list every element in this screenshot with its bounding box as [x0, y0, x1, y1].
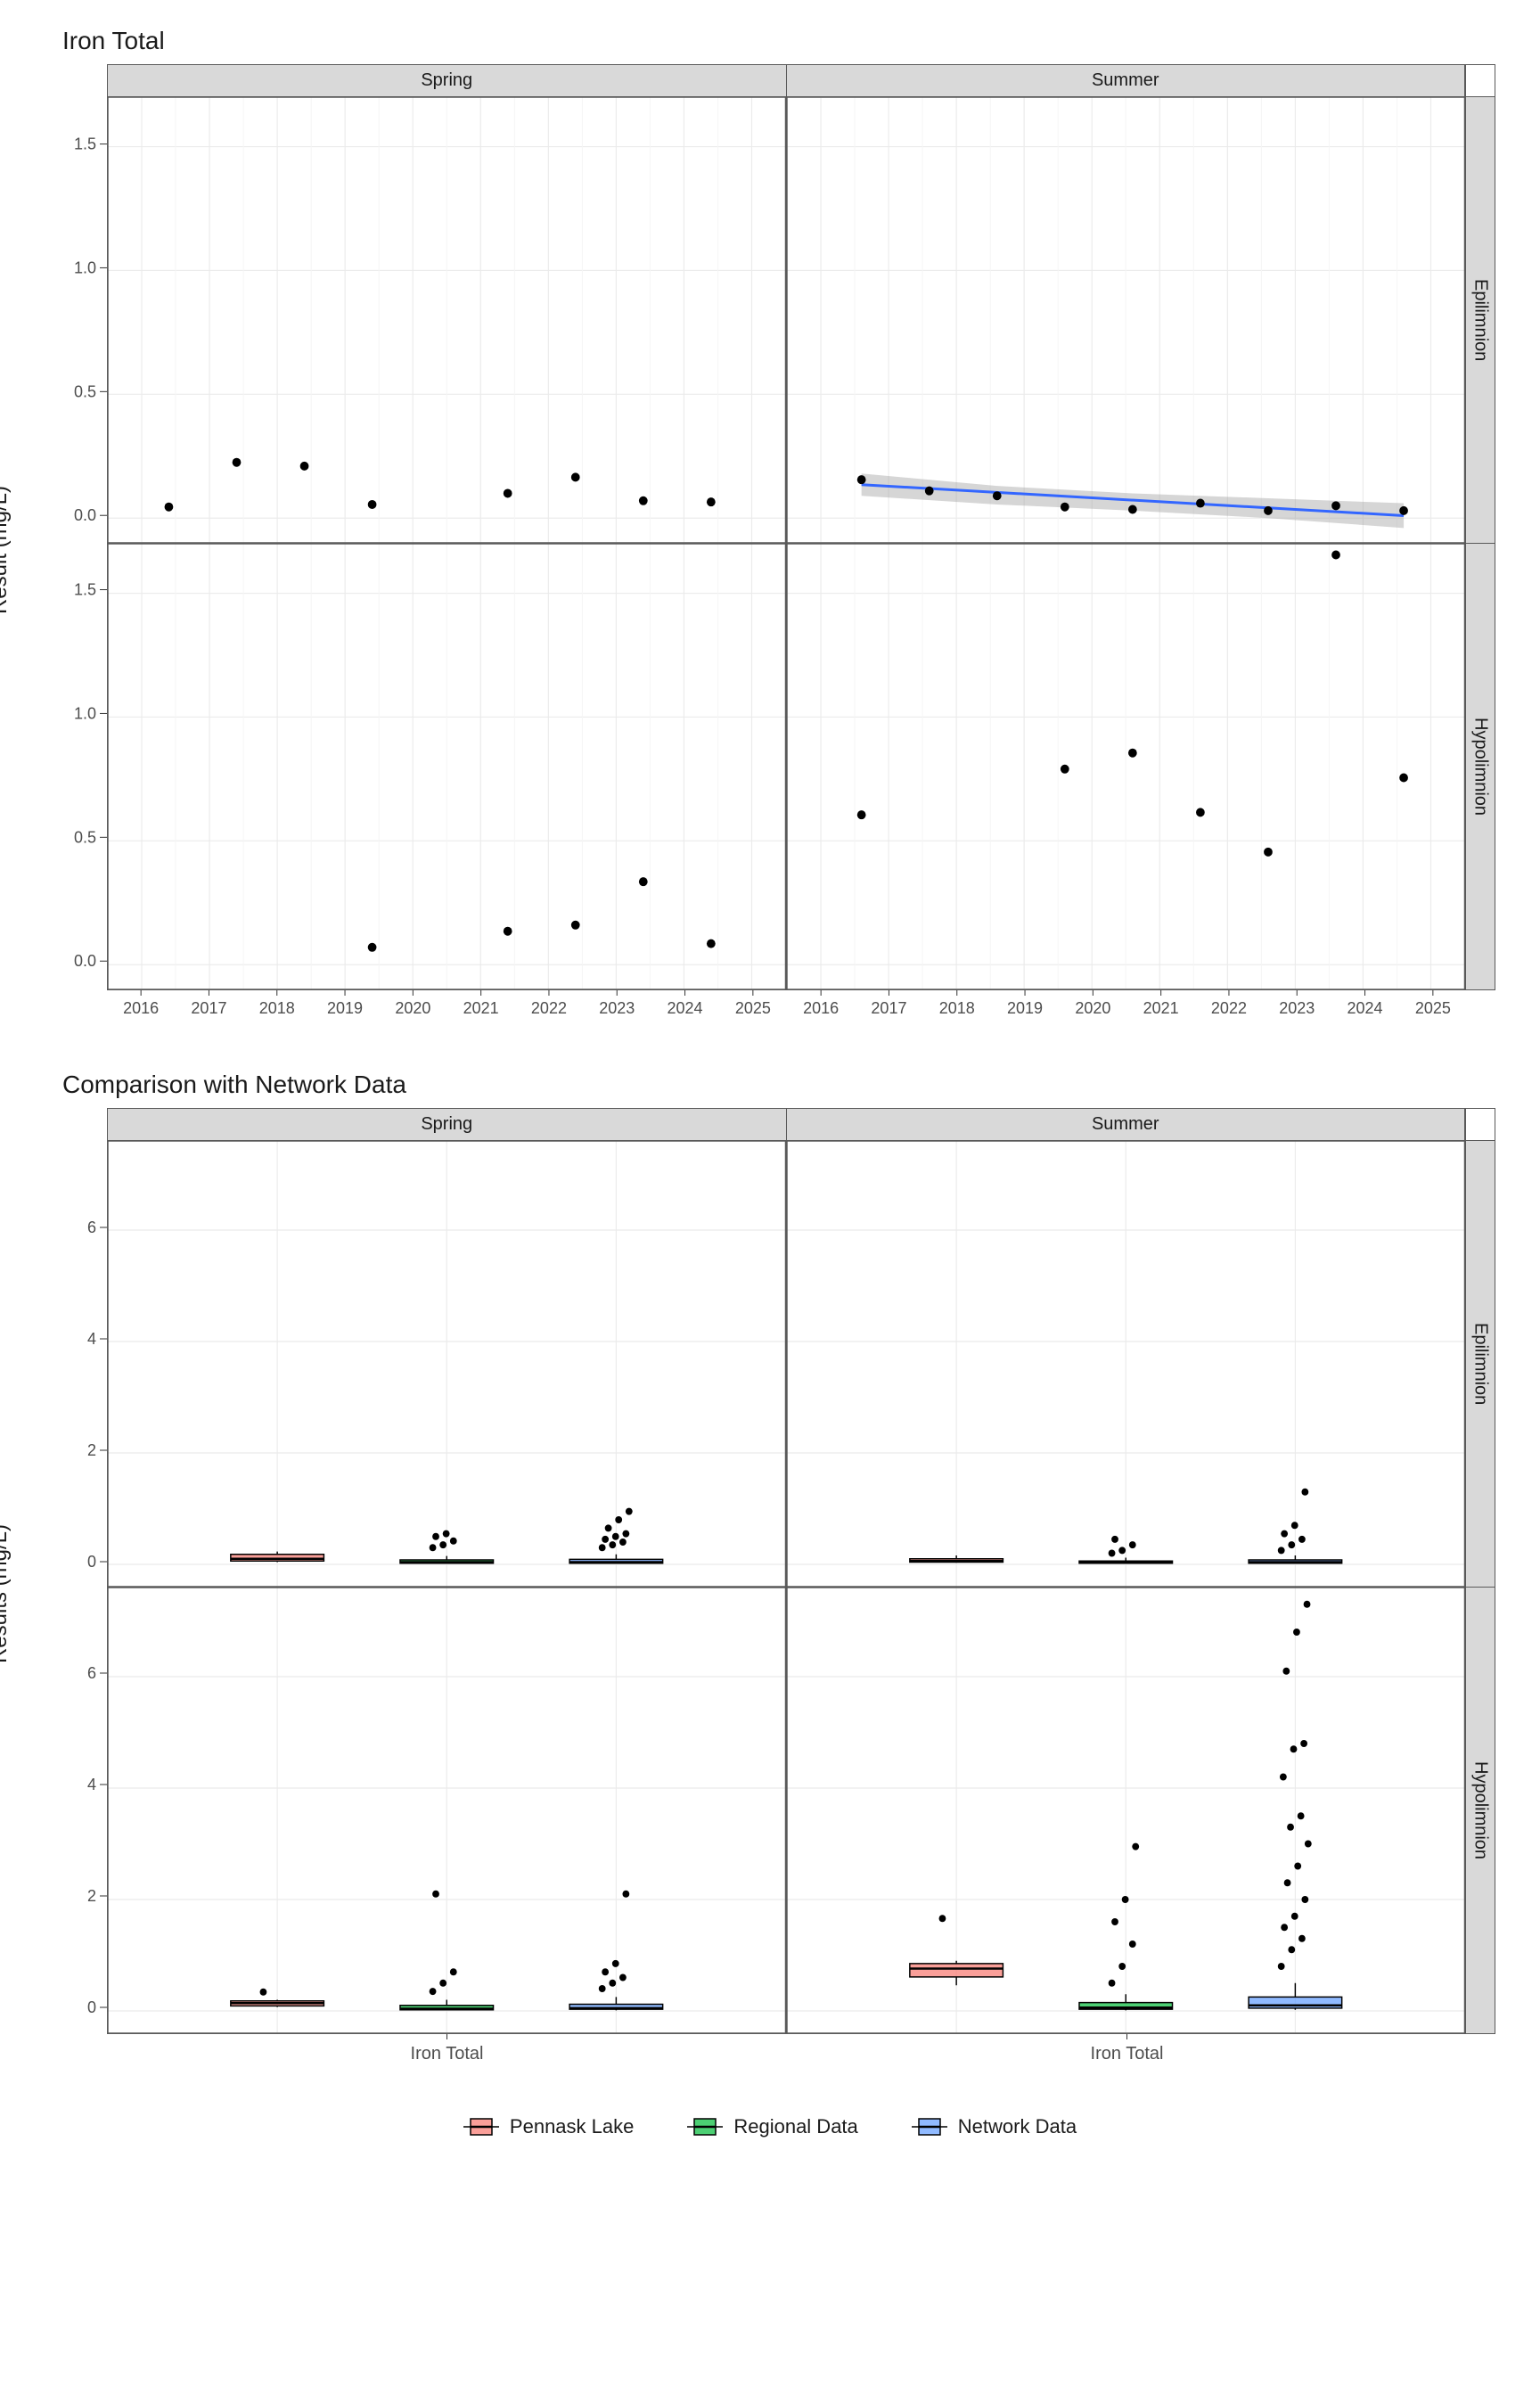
svg-text:2017: 2017 — [871, 999, 906, 1017]
svg-text:1.0: 1.0 — [74, 704, 96, 722]
svg-text:2024: 2024 — [1348, 999, 1383, 1017]
row-facet-hypo-2: Hypolimnion — [1465, 1588, 1495, 2033]
svg-text:2021: 2021 — [1143, 999, 1179, 1017]
svg-text:2021: 2021 — [463, 999, 499, 1017]
y-axis-label-scatter: Result (mg/L) — [0, 485, 12, 613]
plot1-title: Iron Total — [62, 27, 1495, 55]
svg-text:2019: 2019 — [1007, 999, 1043, 1017]
y-axis-label-box: Results (mg/L) — [0, 1523, 12, 1662]
svg-text:2025: 2025 — [735, 999, 771, 1017]
row-facet-epi: Epilimnion — [1465, 97, 1495, 543]
legend-item: Regional Data — [687, 2114, 857, 2139]
svg-text:1.0: 1.0 — [74, 258, 96, 276]
svg-text:2017: 2017 — [191, 999, 226, 1017]
svg-text:0.5: 0.5 — [74, 828, 96, 846]
svg-text:6: 6 — [87, 1664, 96, 1682]
svg-text:2022: 2022 — [531, 999, 567, 1017]
col-facet-summer: Summer — [787, 65, 1466, 96]
row-facet-epi-2: Epilimnion — [1465, 1141, 1495, 1587]
svg-text:2018: 2018 — [259, 999, 295, 1017]
svg-text:2016: 2016 — [123, 999, 159, 1017]
legend-item: Pennask Lake — [463, 2114, 634, 2139]
svg-text:2016: 2016 — [803, 999, 839, 1017]
svg-text:2019: 2019 — [327, 999, 363, 1017]
legend-label: Network Data — [958, 2115, 1077, 2138]
svg-text:2: 2 — [87, 1887, 96, 1905]
svg-text:0: 0 — [87, 1553, 96, 1571]
box-facet-grid: Spring Summer Epilimnion Hypolimnion — [107, 1108, 1495, 2034]
svg-text:1.5: 1.5 — [74, 581, 96, 599]
svg-text:6: 6 — [87, 1219, 96, 1236]
col-facet-summer-2: Summer — [787, 1109, 1466, 1140]
svg-text:Iron Total: Iron Total — [1091, 2044, 1164, 2064]
svg-text:2024: 2024 — [668, 999, 703, 1017]
col-facet-spring: Spring — [108, 65, 787, 96]
legend: Pennask Lake Regional Data Network Data — [45, 2114, 1495, 2139]
svg-text:0.0: 0.0 — [74, 952, 96, 970]
scatter-facet-grid: Spring Summer Epilimnion Hypolimnion — [107, 64, 1495, 990]
legend-item: Network Data — [912, 2114, 1077, 2139]
svg-text:0.0: 0.0 — [74, 506, 96, 524]
col-facet-spring-2: Spring — [108, 1109, 787, 1140]
svg-text:2020: 2020 — [1075, 999, 1110, 1017]
svg-text:4: 4 — [87, 1330, 96, 1348]
row-facet-hypo: Hypolimnion — [1465, 544, 1495, 989]
svg-text:1.5: 1.5 — [74, 135, 96, 153]
svg-text:0.5: 0.5 — [74, 382, 96, 400]
svg-text:2025: 2025 — [1415, 999, 1451, 1017]
svg-text:2020: 2020 — [395, 999, 430, 1017]
svg-text:0: 0 — [87, 1998, 96, 2016]
svg-text:2022: 2022 — [1211, 999, 1247, 1017]
svg-text:2018: 2018 — [939, 999, 975, 1017]
svg-text:2: 2 — [87, 1441, 96, 1459]
legend-label: Pennask Lake — [510, 2115, 634, 2138]
svg-text:Iron Total: Iron Total — [411, 2044, 484, 2064]
svg-text:2023: 2023 — [599, 999, 635, 1017]
svg-text:2023: 2023 — [1279, 999, 1315, 1017]
svg-text:4: 4 — [87, 1776, 96, 1793]
plot2-title: Comparison with Network Data — [62, 1071, 1495, 1099]
legend-label: Regional Data — [733, 2115, 857, 2138]
